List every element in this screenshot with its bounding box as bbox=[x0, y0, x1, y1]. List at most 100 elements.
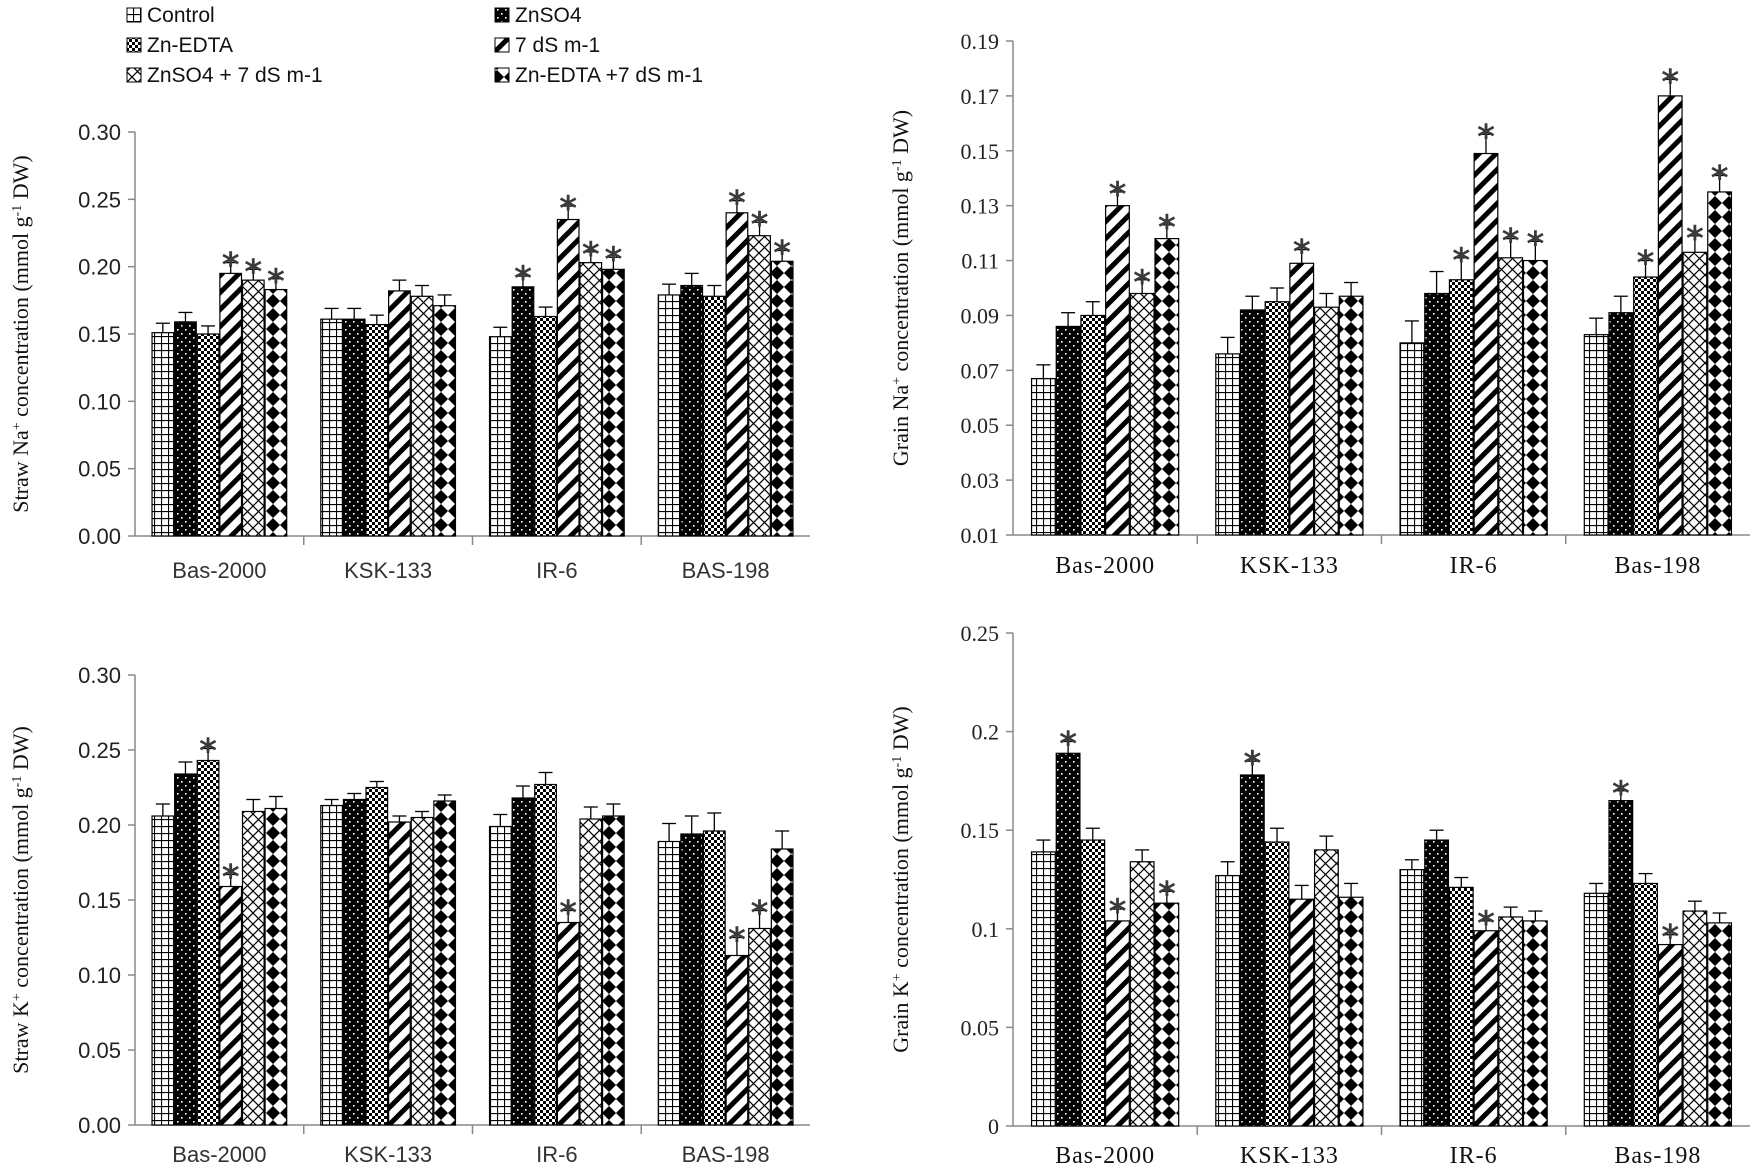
category-label: KSK-133 bbox=[344, 1142, 432, 1167]
bar bbox=[534, 315, 557, 537]
significance-star: * bbox=[244, 252, 262, 292]
bar bbox=[1498, 257, 1524, 536]
bar bbox=[151, 332, 175, 537]
y-axis-title-part: + bbox=[890, 377, 905, 385]
bar bbox=[1633, 276, 1658, 536]
significance-star: * bbox=[751, 894, 769, 934]
significance-star: * bbox=[728, 921, 746, 961]
y-axis-title-part: concentration (mmol g bbox=[888, 767, 913, 973]
y-axis-title: Straw K+ concentration (mmol g-1 DW) bbox=[8, 726, 33, 1074]
category-label: IR-6 bbox=[536, 558, 578, 583]
y-axis-title-part: DW) bbox=[888, 706, 913, 755]
bar bbox=[1473, 930, 1499, 1127]
significance-star: * bbox=[222, 858, 240, 898]
bar bbox=[196, 333, 220, 537]
y-axis-title-part: concentration (mmol g bbox=[888, 171, 913, 377]
y-tick-label: 0.05 bbox=[961, 413, 1000, 438]
bar bbox=[601, 815, 625, 1126]
bar bbox=[1264, 841, 1290, 1127]
bar bbox=[1215, 353, 1241, 536]
y-tick-label: 0.13 bbox=[961, 194, 1000, 219]
legend-swatch-salt bbox=[494, 37, 510, 53]
y-tick-label: 0.25 bbox=[78, 738, 121, 763]
bar bbox=[1448, 886, 1474, 1127]
y-tick-label: 0.30 bbox=[78, 663, 121, 688]
significance-star: * bbox=[1293, 233, 1311, 273]
bar bbox=[680, 284, 704, 537]
y-axis-title-part: -1 bbox=[890, 159, 905, 171]
bar bbox=[1657, 943, 1683, 1127]
bar bbox=[657, 294, 681, 537]
bar bbox=[174, 321, 197, 537]
significance-star: * bbox=[559, 189, 577, 229]
bar bbox=[1154, 902, 1180, 1127]
bar bbox=[264, 807, 288, 1126]
bar bbox=[241, 810, 265, 1126]
bar bbox=[1289, 262, 1315, 536]
bar bbox=[725, 954, 749, 1126]
bar bbox=[725, 212, 749, 537]
chart-straw-k: 0.00 0.05 0.10 0.15 0.20 0.25 0.30 Straw K+ con… bbox=[8, 663, 810, 1167]
bar bbox=[388, 290, 411, 537]
bar bbox=[1080, 314, 1106, 536]
y-tick-label: 0.1 bbox=[972, 917, 1000, 942]
bar bbox=[1522, 920, 1548, 1127]
y-axis-title: Grain K+ concentration (mmol g-1 DW) bbox=[888, 706, 913, 1052]
y-axis-title-part: Grain Na bbox=[888, 385, 913, 466]
significance-star: * bbox=[1109, 175, 1127, 215]
y-tick-label: 0.20 bbox=[78, 255, 121, 280]
bar bbox=[488, 825, 512, 1126]
y-tick-label: 0.11 bbox=[961, 249, 999, 274]
category-label: Bas-2000 bbox=[172, 1142, 266, 1167]
significance-star: * bbox=[582, 235, 600, 275]
bar bbox=[1498, 916, 1524, 1127]
legend-swatch-znso4 bbox=[494, 7, 510, 23]
y-tick-label: 0.07 bbox=[961, 358, 1000, 383]
bar bbox=[433, 800, 457, 1126]
y-axis-title-part: DW) bbox=[888, 110, 913, 159]
category-label: Bas-2000 bbox=[1055, 553, 1155, 579]
y-tick-label: 0.01 bbox=[961, 523, 1000, 548]
bar bbox=[1055, 752, 1081, 1127]
y-tick-label: 0.25 bbox=[961, 621, 1000, 646]
bar bbox=[1105, 205, 1130, 536]
bar bbox=[1633, 882, 1658, 1127]
bar bbox=[601, 268, 625, 537]
bar bbox=[657, 840, 681, 1126]
bar bbox=[1682, 910, 1708, 1127]
bar bbox=[770, 848, 794, 1126]
significance-star: * bbox=[1637, 244, 1655, 284]
y-axis-title-part: DW) bbox=[8, 726, 33, 775]
bar bbox=[1289, 898, 1315, 1127]
category-label: IR-6 bbox=[1450, 1143, 1498, 1169]
bar bbox=[1522, 259, 1548, 536]
y-axis-title-part: Straw K bbox=[8, 1001, 33, 1074]
bar bbox=[320, 804, 344, 1126]
bar bbox=[1239, 774, 1265, 1127]
category-label: Bas-2000 bbox=[1055, 1143, 1155, 1169]
bar bbox=[1682, 251, 1708, 536]
y-tick-label: 0.30 bbox=[78, 120, 121, 145]
significance-star: * bbox=[1452, 241, 1470, 281]
y-tick-label: 0.05 bbox=[78, 1038, 121, 1063]
significance-star: * bbox=[1686, 219, 1704, 259]
legend-swatch-control bbox=[126, 7, 142, 23]
significance-star: * bbox=[1711, 158, 1729, 198]
category-label: KSK-133 bbox=[1240, 1143, 1339, 1169]
significance-star: * bbox=[514, 259, 532, 299]
category-label: Bas-198 bbox=[1614, 553, 1701, 579]
y-tick-label: 0.10 bbox=[78, 963, 121, 988]
bar bbox=[410, 816, 434, 1126]
y-tick-label: 0.10 bbox=[78, 389, 121, 414]
bar bbox=[1399, 342, 1425, 536]
bar bbox=[1215, 874, 1241, 1127]
bar bbox=[1264, 301, 1290, 536]
bar bbox=[1608, 800, 1634, 1127]
bar bbox=[151, 815, 175, 1126]
bar bbox=[1583, 892, 1609, 1127]
bar bbox=[1105, 920, 1130, 1127]
significance-star: * bbox=[751, 205, 769, 245]
y-tick-label: 0.19 bbox=[961, 29, 1000, 54]
bar bbox=[1055, 325, 1081, 536]
